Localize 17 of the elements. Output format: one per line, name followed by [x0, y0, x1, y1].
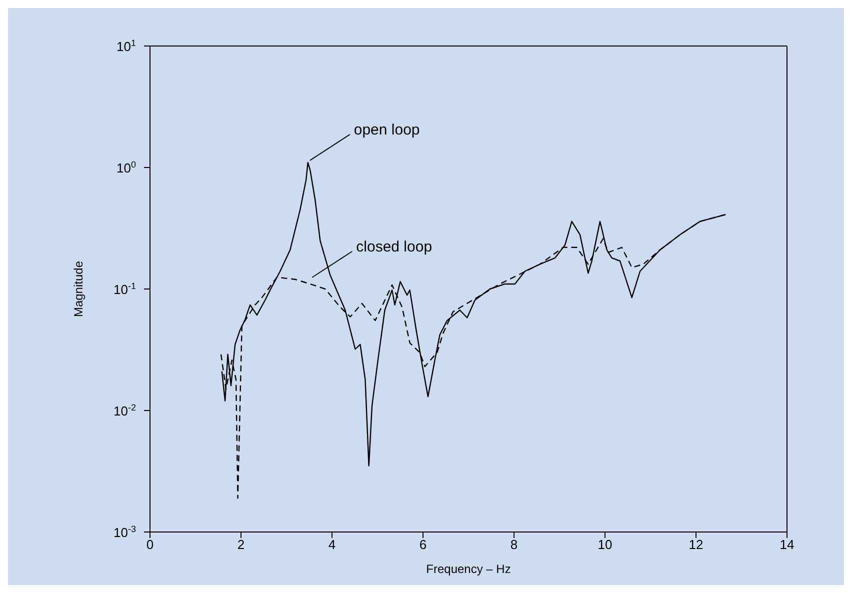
x-tick-label: 10	[598, 537, 612, 552]
x-tick-label: 4	[328, 537, 336, 552]
x-tick-label: 2	[237, 537, 245, 552]
x-tick-label: 6	[419, 537, 427, 552]
y-tick-label: 10$^{-1}$	[114, 281, 136, 297]
annotation: closed loop	[356, 238, 432, 256]
y-tick-label: 10$^{1}$	[116, 38, 136, 54]
x-tick-label: 8	[510, 537, 518, 552]
y-tick-label: 10$^{-2}$	[114, 402, 136, 418]
x-axis-title: Frequency – Hz	[426, 562, 511, 576]
x-tick-label: 0	[146, 537, 154, 552]
annotation: open loop	[354, 121, 420, 138]
y-tick-label: 10$^{0}$	[116, 160, 136, 176]
x-tick-label: 14	[780, 537, 794, 552]
y-axis-title: Magnitude	[71, 260, 86, 318]
x-tick-label: 12	[688, 537, 704, 552]
y-tick-label: 10$^{-3}$	[114, 524, 136, 540]
